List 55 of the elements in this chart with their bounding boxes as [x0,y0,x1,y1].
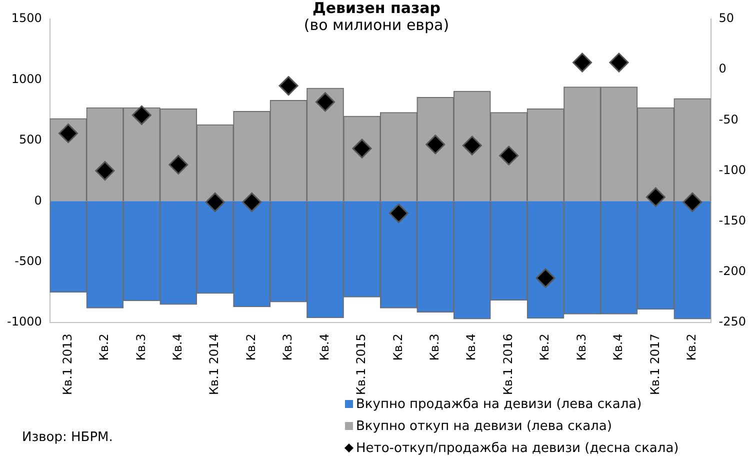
x-tick-label: Кв.1 2016 [500,334,515,396]
x-tick-label: Кв.1 2013 [60,334,74,396]
text: Извор: НБРМ. [22,430,113,445]
point [242,192,262,212]
x-tick-label: Кв.2 [97,334,112,361]
y-tick-label: -500 [14,254,42,268]
point [572,52,592,72]
x-tick-label: Кв.4 [464,334,478,361]
x-tick-label: Кв.4 [317,334,332,361]
x-tick-label: Кв.2 [244,334,258,361]
point [609,52,629,72]
chart-title: Девизен пазар [312,0,441,17]
point [462,136,482,156]
x-tick-label: Кв.2 [538,334,552,361]
point [646,187,666,207]
point [315,92,335,112]
x-tick-label: Кв.4 [611,334,626,361]
x-tick-label: Кв.3 [574,334,588,361]
point [58,124,78,144]
point [205,192,225,212]
point [682,192,702,212]
point [388,204,408,224]
x-tick-label: Кв.3 [134,334,148,361]
chart-subtitle: (во милиони евра) [304,16,450,34]
y-tick-label: 0 [34,193,42,208]
legend-label: Вкупно продажба на девизи (лева скала) [356,397,642,412]
point [426,134,446,154]
y-tick-label: -1000 [6,314,42,329]
x-tick-label: Кв.1 2017 [648,334,662,396]
point [352,138,372,158]
y-tick-label: 1500 [11,11,42,26]
x-tick-label: Кв.2 [684,334,699,361]
x-tick-label: Кв.3 [280,334,295,361]
y-tick-label: 500 [18,132,42,147]
y-tick-label: 1000 [11,72,42,86]
point [536,268,556,288]
x-tick-label: Кв.1 2015 [354,334,368,396]
y2-tick-label: -100 [718,162,746,177]
y2-tick-label: 0 [718,62,726,76]
y2-tick-label: -50 [718,112,738,126]
point [499,146,519,166]
y2-tick-label: -250 [718,314,746,329]
x-tick-label: Кв.3 [428,334,442,361]
legend-label: Вкупно откуп на девизи (лева скала) [356,419,612,434]
y2-tick-label: 50 [718,11,734,26]
x-tick-label: Кв.2 [390,334,405,361]
point [95,161,115,181]
point [278,76,298,96]
point [132,105,152,125]
x-tick-label: Кв.1 2014 [207,334,222,396]
x-tick-label: Кв.4 [170,334,184,361]
y2-tick-label: -150 [718,214,746,228]
legend-label: Нето-откуп/продажба на девизи (десна скала) [356,441,679,456]
y2-tick-label: -200 [718,264,746,278]
point [168,154,188,174]
